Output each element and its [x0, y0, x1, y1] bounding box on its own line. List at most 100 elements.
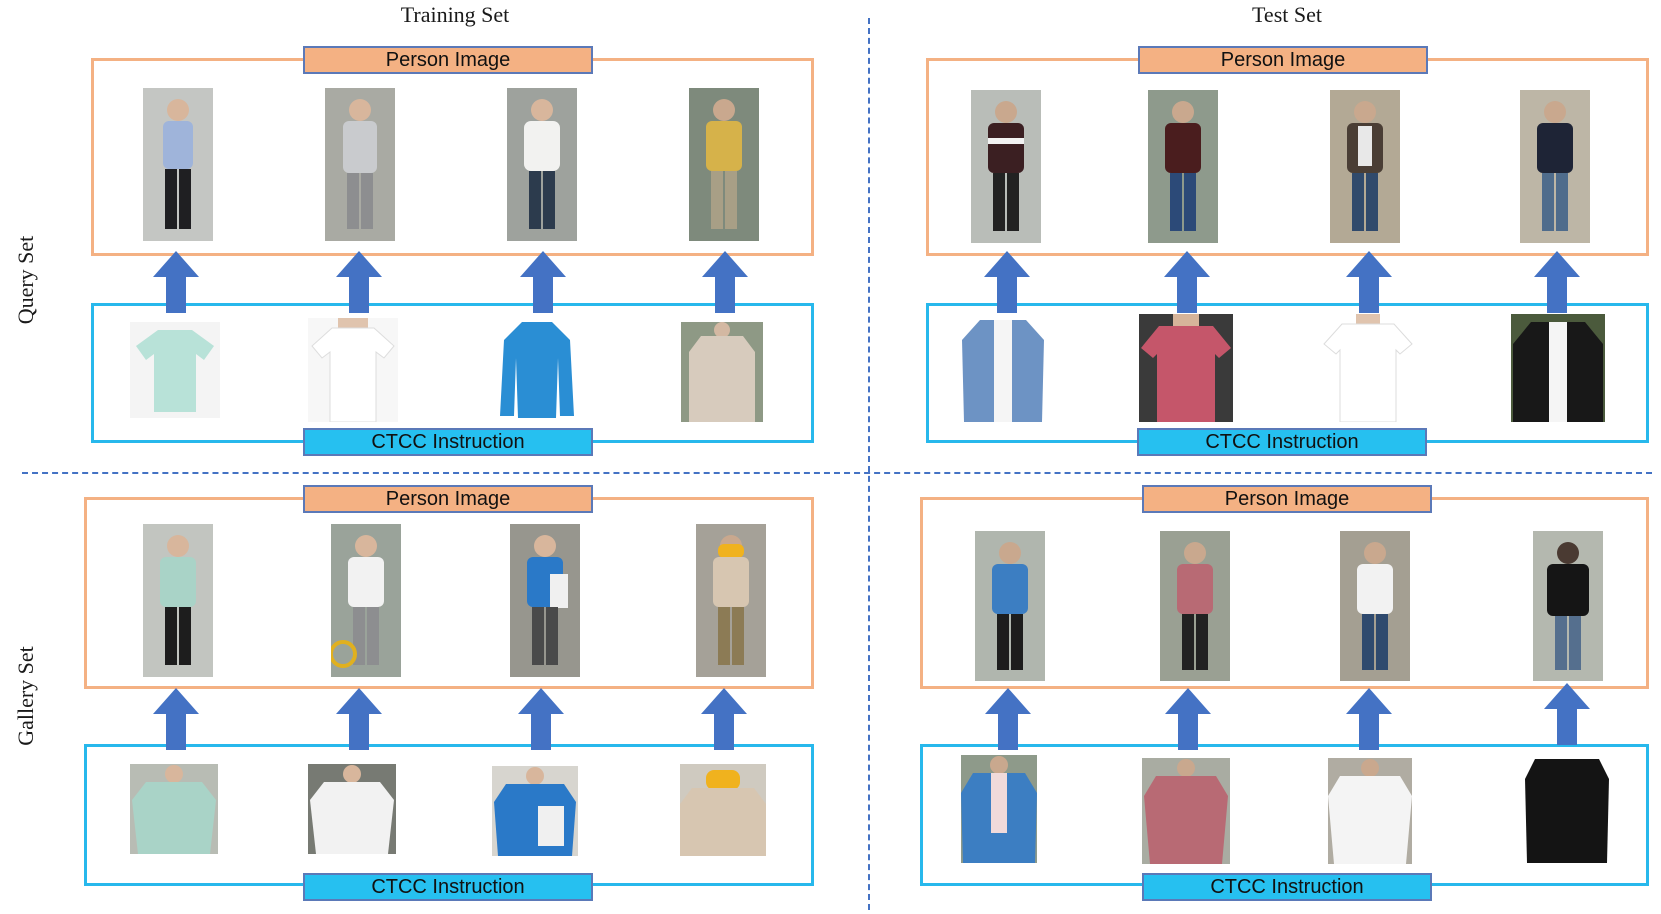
up-arrow-icon	[984, 251, 1030, 313]
person-photo	[507, 88, 577, 241]
clothing-photo-graphic	[496, 318, 578, 422]
person-photo	[689, 88, 759, 241]
person-photo	[1520, 90, 1590, 243]
up-arrow-icon	[518, 688, 564, 750]
clothing-photo-graphic	[308, 764, 396, 854]
up-arrow-shape	[520, 251, 566, 313]
person-photo-graphic	[696, 524, 766, 677]
up-arrow-icon	[336, 688, 382, 750]
person-photo	[143, 88, 213, 241]
up-arrow-icon	[1544, 683, 1590, 745]
up-arrow-icon	[153, 688, 199, 750]
up-arrow-shape	[701, 688, 747, 750]
person-photo-graphic	[325, 88, 395, 241]
clothing-photo	[681, 322, 763, 422]
test-gallery-ctcc-label: CTCC Instruction	[1142, 873, 1432, 901]
clothing-photo-graphic	[130, 764, 218, 854]
up-arrow-shape	[1346, 688, 1392, 750]
training-query-ctcc-label: CTCC Instruction	[303, 428, 593, 456]
up-arrow-shape	[518, 688, 564, 750]
up-arrow-icon	[153, 251, 199, 313]
clothing-photo-graphic	[492, 766, 578, 856]
clothing-photo-graphic	[1322, 314, 1414, 422]
clothing-photo-graphic	[1511, 314, 1605, 422]
person-photo-graphic	[1148, 90, 1218, 243]
query-set-title: Query Set	[13, 235, 38, 325]
up-arrow-icon	[702, 251, 748, 313]
up-arrow-icon	[336, 251, 382, 313]
test-set-title: Test Set	[1252, 2, 1322, 27]
clothing-photo	[496, 318, 578, 422]
person-photo-graphic	[143, 524, 213, 677]
clothing-photo-graphic	[1328, 758, 1412, 864]
clothing-photo	[130, 322, 220, 418]
up-arrow-shape	[336, 251, 382, 313]
clothing-photo-graphic	[958, 314, 1048, 422]
up-arrow-shape	[1164, 251, 1210, 313]
up-arrow-shape	[1346, 251, 1392, 313]
up-arrow-shape	[153, 251, 199, 313]
person-photo	[143, 524, 213, 677]
person-photo	[1160, 531, 1230, 681]
up-arrow-shape	[985, 688, 1031, 750]
test-query-ctcc-label: CTCC Instruction	[1137, 428, 1427, 456]
person-photo-graphic	[1330, 90, 1400, 243]
person-photo	[696, 524, 766, 677]
up-arrow-shape	[336, 688, 382, 750]
clothing-photo	[308, 318, 398, 422]
up-arrow-shape	[984, 251, 1030, 313]
up-arrow-icon	[1164, 251, 1210, 313]
person-photo-graphic	[331, 524, 401, 677]
person-photo-graphic	[1160, 531, 1230, 681]
up-arrow-icon	[985, 688, 1031, 750]
up-arrow-icon	[1346, 688, 1392, 750]
clothing-photo	[492, 766, 578, 856]
person-photo	[1533, 531, 1603, 681]
person-photo	[510, 524, 580, 677]
clothing-photo	[1322, 314, 1414, 422]
person-photo-graphic	[1533, 531, 1603, 681]
person-photo	[1148, 90, 1218, 243]
person-photo-graphic	[143, 88, 213, 241]
person-photo	[1340, 531, 1410, 681]
up-arrow-icon	[1346, 251, 1392, 313]
clothing-photo	[1525, 755, 1609, 863]
person-photo-graphic	[975, 531, 1045, 681]
clothing-photo	[1511, 314, 1605, 422]
person-photo-graphic	[689, 88, 759, 241]
clothing-photo-graphic	[1139, 314, 1233, 422]
clothing-photo	[1142, 758, 1230, 864]
up-arrow-shape	[1165, 688, 1211, 750]
person-photo	[325, 88, 395, 241]
clothing-photo-graphic	[680, 764, 766, 856]
clothing-photo-graphic	[961, 755, 1037, 863]
person-photo-graphic	[510, 524, 580, 677]
clothing-photo-graphic	[1525, 755, 1609, 863]
person-photo-graphic	[1520, 90, 1590, 243]
clothing-photo	[680, 764, 766, 856]
clothing-photo	[130, 764, 218, 854]
clothing-photo	[1139, 314, 1233, 422]
person-photo	[1330, 90, 1400, 243]
up-arrow-shape	[702, 251, 748, 313]
gallery-set-title: Gallery Set	[13, 646, 38, 746]
up-arrow-shape	[153, 688, 199, 750]
test-gallery-person-label: Person Image	[1142, 485, 1432, 513]
training-set-title: Training Set	[400, 2, 510, 27]
up-arrow-icon	[701, 688, 747, 750]
clothing-photo-graphic	[681, 322, 763, 422]
training-query-person-label: Person Image	[303, 46, 593, 74]
person-photo	[971, 90, 1041, 243]
horizontal-divider	[22, 472, 1652, 474]
person-photo	[331, 524, 401, 677]
clothing-photo	[961, 755, 1037, 863]
clothing-photo-graphic	[130, 322, 220, 418]
clothing-photo-graphic	[308, 318, 398, 422]
vertical-divider	[868, 18, 870, 910]
up-arrow-shape	[1534, 251, 1580, 313]
clothing-photo	[958, 314, 1048, 422]
up-arrow-icon	[1534, 251, 1580, 313]
up-arrow-icon	[520, 251, 566, 313]
up-arrow-icon	[1165, 688, 1211, 750]
clothing-photo-graphic	[1142, 758, 1230, 864]
